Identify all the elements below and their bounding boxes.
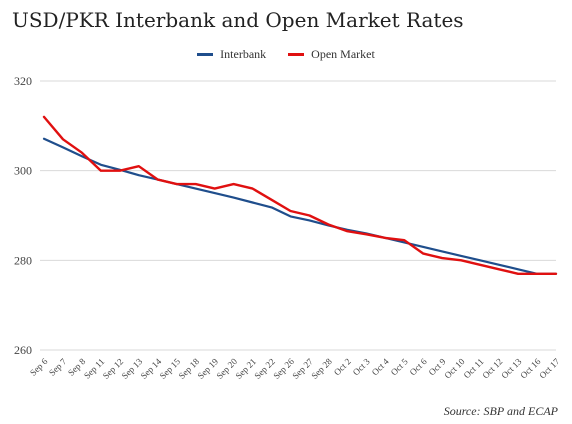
x-tick-label: Sep 7 xyxy=(47,356,69,378)
x-tick-label: Sep 21 xyxy=(233,356,258,381)
x-tick-label: Sep 28 xyxy=(309,356,334,381)
legend-entry-open-market: Open Market xyxy=(288,47,375,62)
legend: Interbank Open Market xyxy=(0,47,572,62)
x-tick-label: Sep 6 xyxy=(28,356,50,378)
y-tick-label: 300 xyxy=(14,164,32,178)
x-tick-label: Oct 10 xyxy=(442,356,467,381)
x-tick-label: Oct 11 xyxy=(462,356,486,380)
gridlines xyxy=(40,80,556,351)
source-note: Source: SBP and ECAP xyxy=(443,404,558,418)
legend-label-interbank: Interbank xyxy=(220,47,267,61)
x-tick-label: Oct 16 xyxy=(518,356,543,381)
x-tick-label: Sep 12 xyxy=(101,356,126,381)
x-tick-label: Oct 12 xyxy=(480,356,504,380)
y-tick-label: 320 xyxy=(14,74,32,88)
x-tick-label: Oct 5 xyxy=(389,356,410,377)
x-tick-label: Oct 17 xyxy=(537,356,562,381)
series-line-interbank xyxy=(42,137,558,275)
legend-swatch-open-market xyxy=(288,53,305,56)
y-axis-ticks: 260 280 300 320 xyxy=(14,74,32,357)
legend-label-open-market: Open Market xyxy=(311,47,375,61)
chart-title: USD/PKR Interbank and Open Market Rates xyxy=(12,8,464,32)
x-tick-label: Oct 3 xyxy=(351,356,372,377)
series-lines xyxy=(42,115,558,275)
legend-swatch-interbank xyxy=(197,53,214,56)
series-line-open-market xyxy=(42,115,558,275)
x-tick-label: Oct 13 xyxy=(499,356,524,381)
y-tick-label: 280 xyxy=(14,253,32,267)
legend-entry-interbank: Interbank xyxy=(197,47,266,62)
x-tick-label: Sep 22 xyxy=(252,356,277,381)
x-tick-label: Oct 6 xyxy=(408,356,429,377)
x-tick-label: Oct 4 xyxy=(370,356,391,377)
y-tick-label: 260 xyxy=(14,343,32,357)
x-tick-label: Oct 2 xyxy=(332,356,353,377)
